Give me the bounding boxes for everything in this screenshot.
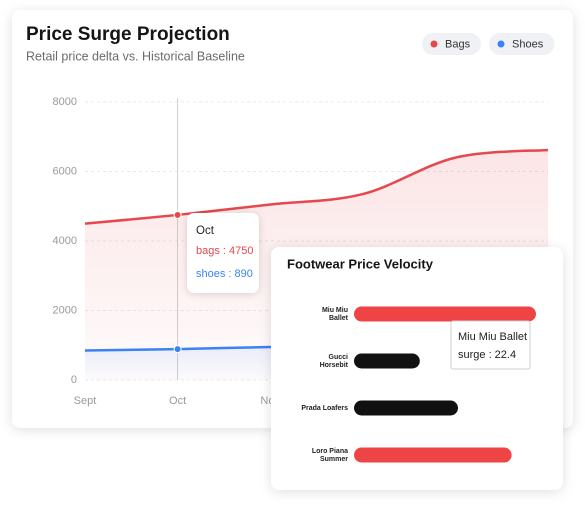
- chart-title: Footwear Price Velocity: [287, 256, 434, 271]
- chart-subtitle: Retail price delta vs. Historical Baseli…: [26, 49, 245, 63]
- tooltip-box: [187, 213, 259, 293]
- legend-pill: [489, 33, 555, 55]
- legend-dot: [430, 40, 438, 48]
- tooltip-line: shoes : 890: [196, 268, 253, 280]
- y-tick-label: 6000: [53, 165, 77, 177]
- tooltip-title: Oct: [196, 225, 215, 237]
- legend-dot: [497, 40, 505, 48]
- bar-label: Prada Loafers: [301, 405, 348, 412]
- legend-label: Bags: [445, 38, 471, 50]
- tooltip-line: bags : 4750: [196, 245, 254, 257]
- chart-title: Price Surge Projection: [26, 24, 230, 45]
- legend-pill: [422, 33, 481, 55]
- y-tick-label: 2000: [53, 304, 77, 316]
- bar: [354, 306, 536, 322]
- point-marker: [173, 210, 182, 219]
- tooltip-box: [450, 320, 531, 370]
- y-tick-label: 4000: [53, 235, 77, 247]
- bar-label: Miu Miu Ballet: [322, 307, 349, 322]
- y-tick-label: 0: [71, 374, 77, 386]
- bar: [354, 400, 458, 416]
- x-tick-label: Sept: [74, 395, 97, 407]
- velocity-card: Footwear Price Velocity Miu Miu Ballet Guc…: [271, 247, 563, 490]
- tooltip-line: surge : 22.4: [458, 349, 516, 361]
- bar: [354, 447, 512, 463]
- tooltip-title: Miu Miu Ballet: [458, 331, 527, 343]
- legend-label: Shoes: [512, 38, 544, 50]
- bar-label: Loro Piana Summer: [312, 448, 348, 463]
- x-tick-label: Oct: [169, 395, 186, 407]
- point-marker: [173, 345, 182, 354]
- series-line: [84, 148, 549, 225]
- bar: [354, 353, 420, 369]
- y-tick-label: 8000: [53, 96, 77, 108]
- bar-label: Gucci Horsebit: [320, 354, 349, 369]
